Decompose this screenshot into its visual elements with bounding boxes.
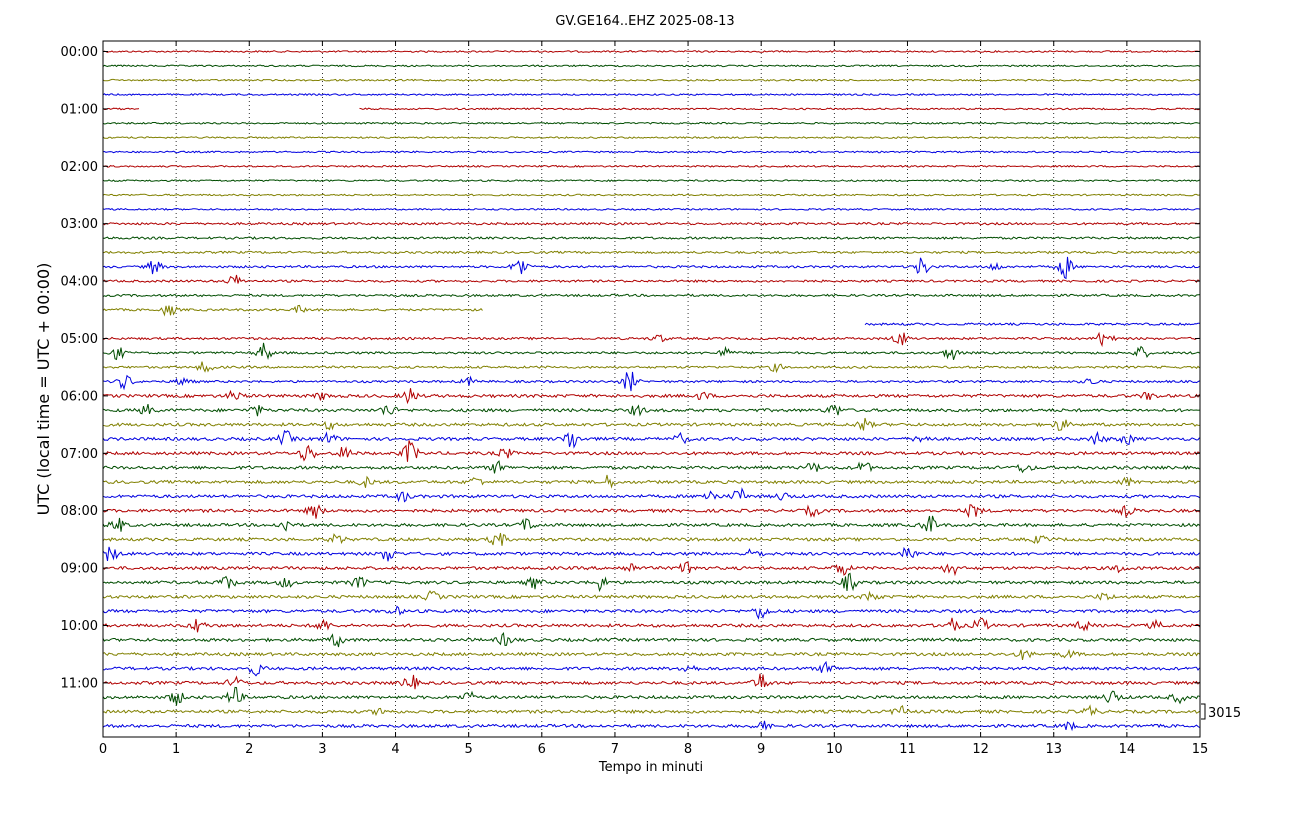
y-tick-label: 07:00 bbox=[61, 447, 98, 462]
x-tick-label: 5 bbox=[465, 742, 473, 757]
seismogram-trace bbox=[102, 403, 1200, 417]
seismogram-trace bbox=[102, 250, 1200, 255]
seismogram-trace bbox=[102, 704, 1200, 717]
x-tick-label: 11 bbox=[899, 742, 916, 757]
seismogram-trace bbox=[102, 572, 1200, 593]
seismogram-trace bbox=[102, 136, 1200, 140]
seismogram-trace bbox=[102, 164, 1200, 168]
x-tick-label: 4 bbox=[391, 742, 399, 757]
y-tick-label: 06:00 bbox=[61, 389, 98, 404]
y-tick-label: 02:00 bbox=[61, 160, 98, 175]
x-tick-label: 13 bbox=[1045, 742, 1062, 757]
x-tick-label: 3 bbox=[318, 742, 326, 757]
seismogram-trace bbox=[102, 617, 1200, 633]
seismogram-trace bbox=[102, 590, 1200, 602]
seismogram-trace bbox=[102, 605, 1200, 620]
seismogram-trace bbox=[102, 221, 1200, 226]
seismogram-trace bbox=[102, 64, 1200, 68]
seismogram-trace bbox=[102, 440, 1200, 462]
grid-lines bbox=[175, 41, 1128, 737]
seismogram-trace bbox=[102, 78, 1200, 82]
seismogram-trace bbox=[102, 631, 1200, 648]
seismogram-trace bbox=[102, 107, 1200, 111]
x-tick-label: 1 bbox=[172, 742, 180, 757]
seismogram-trace bbox=[102, 49, 1200, 53]
seismogram-trace bbox=[102, 546, 1200, 562]
seismogram-trace bbox=[102, 293, 1200, 298]
x-tick-label: 0 bbox=[99, 742, 107, 757]
x-axis-label: Tempo in minuti bbox=[598, 760, 703, 775]
seismogram-trace bbox=[102, 504, 1200, 519]
seismogram-trace bbox=[102, 331, 1200, 348]
y-tick-label: 00:00 bbox=[61, 45, 98, 60]
y-tick-label: 08:00 bbox=[61, 504, 98, 519]
seismogram-trace bbox=[102, 207, 1200, 211]
seismogram-trace bbox=[102, 720, 1200, 732]
y-tick-label: 03:00 bbox=[61, 217, 98, 232]
y-axis-label: UTC (local time = UTC + 00:00) bbox=[34, 263, 53, 516]
y-tick-label: 11:00 bbox=[61, 676, 98, 691]
seismogram-trace bbox=[102, 686, 1200, 706]
x-tick-label: 2 bbox=[245, 742, 253, 757]
seismogram-trace bbox=[102, 371, 1200, 392]
seismogram-trace bbox=[102, 474, 1200, 489]
seismogram-trace bbox=[102, 256, 1200, 280]
y-tick-label: 10:00 bbox=[61, 619, 98, 634]
seismogram-trace bbox=[102, 150, 1200, 154]
y-tick-label: 05:00 bbox=[61, 332, 98, 347]
seismogram-trace bbox=[102, 648, 1200, 661]
seismogram-trace bbox=[102, 236, 1200, 240]
x-tick-label: 9 bbox=[757, 742, 765, 757]
y-tick-label: 01:00 bbox=[61, 102, 98, 117]
seismogram-trace bbox=[102, 342, 1200, 361]
x-tick-label: 10 bbox=[826, 742, 843, 757]
seismogram-trace bbox=[102, 179, 1200, 183]
seismogram-trace bbox=[102, 460, 1200, 474]
seismogram-trace bbox=[102, 515, 1200, 532]
scale-label: 3015 bbox=[1208, 706, 1241, 721]
plot-frame bbox=[102, 40, 1201, 738]
scale-bracket bbox=[1201, 703, 1206, 720]
scale-bar: 3015 bbox=[1201, 703, 1241, 721]
seismogram-trace bbox=[102, 532, 1200, 546]
seismogram-trace bbox=[102, 304, 483, 317]
chart-title: GV.GE164..EHZ 2025-08-13 bbox=[555, 14, 734, 29]
seismogram-traces bbox=[102, 49, 1200, 732]
x-tick-label: 12 bbox=[972, 742, 989, 757]
x-tick-label: 8 bbox=[684, 742, 692, 757]
y-axis-ticks: 00:00 01:00 02:00 03:00 04:00 05:00 06:00 07:00… bbox=[61, 45, 1200, 691]
seismogram-trace bbox=[102, 388, 1200, 405]
seismogram-trace bbox=[102, 660, 1200, 677]
seismogram-trace bbox=[102, 673, 1200, 690]
seismogram-trace bbox=[102, 561, 1200, 577]
y-tick-label: 09:00 bbox=[61, 562, 98, 577]
x-tick-label: 7 bbox=[611, 742, 619, 757]
x-tick-label: 15 bbox=[1192, 742, 1209, 757]
x-tick-label: 14 bbox=[1119, 742, 1136, 757]
x-axis-ticks: 0 1 2 3 4 5 6 7 8 9 10 11 12 13 14 15 bbox=[99, 41, 1208, 757]
seismogram-trace bbox=[102, 121, 1200, 125]
seismogram-trace bbox=[102, 417, 1200, 431]
y-tick-label: 04:00 bbox=[61, 275, 98, 290]
seismogram-trace bbox=[102, 193, 1200, 197]
seismogram-trace bbox=[102, 93, 1200, 96]
seismogram-trace bbox=[102, 487, 1200, 503]
seismogram-trace bbox=[102, 429, 1200, 449]
x-tick-label: 6 bbox=[538, 742, 546, 757]
seismogram-trace bbox=[102, 274, 1200, 284]
seismogram-trace bbox=[102, 361, 1200, 374]
seismogram-trace bbox=[864, 322, 1200, 327]
